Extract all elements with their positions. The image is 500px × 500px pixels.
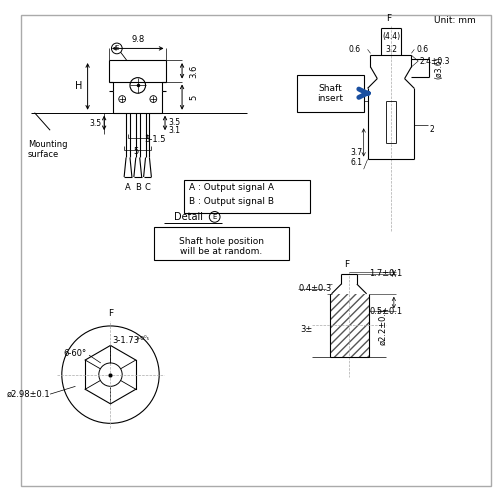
Text: 3.2: 3.2 [385,45,397,54]
Text: E: E [212,214,217,220]
Text: Detail: Detail [174,212,203,222]
Text: Shaft
insert: Shaft insert [318,84,344,103]
Bar [154,226,288,260]
Text: 0.6: 0.6 [348,45,361,54]
Text: ø2.2±0.1: ø2.2±0.1 [378,306,388,344]
Text: 3±: 3± [300,326,312,334]
Text: Mounting
surface: Mounting surface [28,140,67,160]
Text: 9.8: 9.8 [131,34,144,43]
Text: H: H [76,82,82,92]
Text: F: F [386,14,392,23]
Text: will be at random.: will be at random. [180,248,262,256]
Text: E: E [114,46,119,52]
Text: A: A [125,183,131,192]
Text: +0⁰₅: +0⁰₅ [136,336,150,341]
Text: Unit: mm: Unit: mm [434,16,476,26]
Bar [184,180,310,213]
Text: 5: 5 [189,94,198,100]
Text: 6.1: 6.1 [350,158,362,167]
Text: C: C [144,183,150,192]
Text: B: B [135,183,140,192]
Text: 3.5: 3.5 [89,119,101,128]
Bar [298,74,364,112]
Text: 0.5±0.1: 0.5±0.1 [370,307,402,316]
Text: F: F [108,309,113,318]
Text: 0.4±0.3: 0.4±0.3 [298,284,332,294]
Text: 2.4±0.3: 2.4±0.3 [419,56,450,66]
Text: A : Output signal A: A : Output signal A [190,183,274,192]
Text: (4.4): (4.4) [382,32,400,41]
Bar [330,294,368,357]
Text: 3.6: 3.6 [189,64,198,78]
Text: ø2.98±0.1: ø2.98±0.1 [6,390,50,398]
Text: 2: 2 [347,100,352,110]
Text: 1.7±0.1: 1.7±0.1 [370,269,402,278]
Text: 6-60°: 6-60° [63,348,86,358]
Text: 3.7: 3.7 [350,148,362,157]
Text: 2: 2 [430,125,434,134]
Text: 3-1.73: 3-1.73 [112,336,140,345]
Text: 3.5: 3.5 [168,118,180,127]
Text: (ø3.6): (ø3.6) [435,56,444,80]
Text: F: F [344,260,350,268]
Text: 5: 5 [133,147,138,156]
Text: Shaft hole position: Shaft hole position [179,236,264,246]
Text: 0.6: 0.6 [416,45,428,54]
Text: 3.1: 3.1 [168,126,180,134]
Text: 3-1.5: 3-1.5 [144,136,166,144]
Text: B : Output signal B: B : Output signal B [190,197,274,206]
